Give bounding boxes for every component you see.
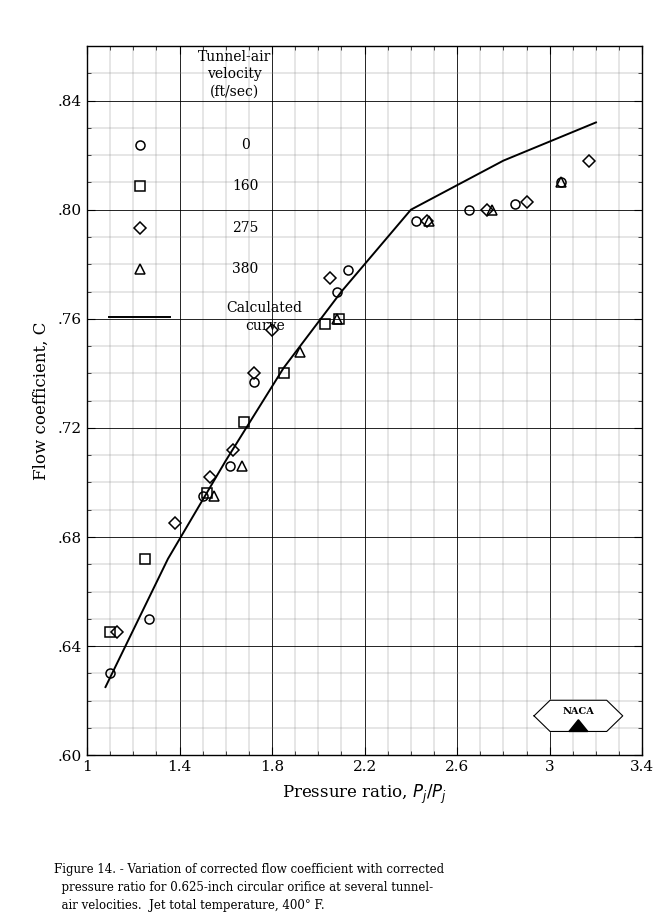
Text: 275: 275 [232,221,258,235]
Text: 380: 380 [232,262,258,275]
X-axis label: Pressure ratio, $P_j/P_j$: Pressure ratio, $P_j/P_j$ [282,783,447,806]
Text: Tunnel-air
velocity
(ft/sec): Tunnel-air velocity (ft/sec) [197,50,271,99]
Text: 0: 0 [241,138,250,152]
Text: Calculated
curve: Calculated curve [227,301,302,332]
Text: Figure 14. - Variation of corrected flow coefficient with corrected
  pressure r: Figure 14. - Variation of corrected flow… [54,863,444,912]
Text: 160: 160 [232,180,258,193]
Y-axis label: Flow coefficient, C: Flow coefficient, C [33,321,50,480]
